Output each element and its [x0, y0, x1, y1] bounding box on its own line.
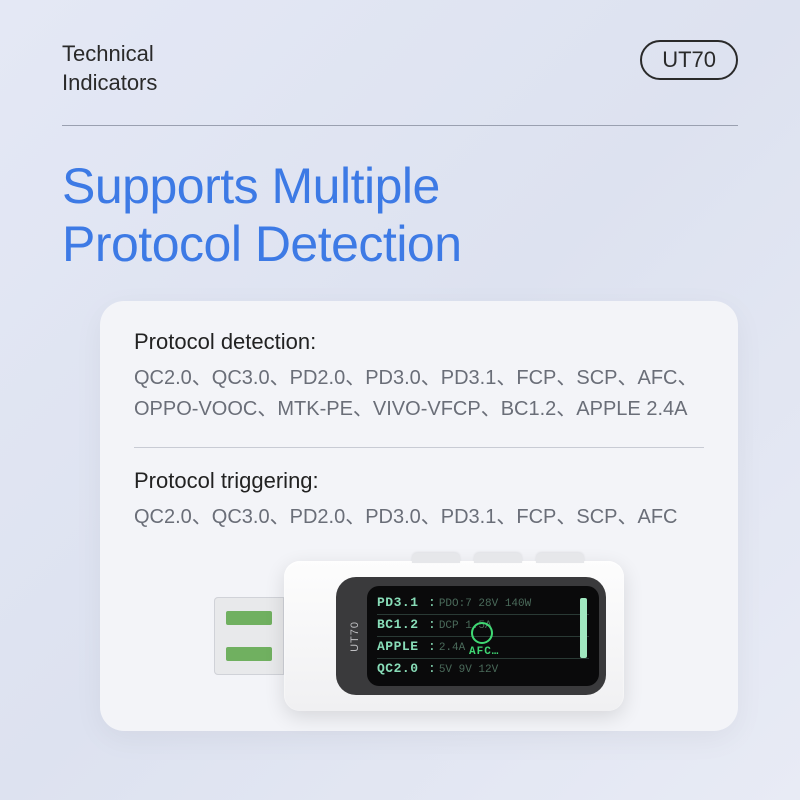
device-button [474, 553, 522, 563]
screen-cursor-icon [580, 598, 587, 658]
technical-indicators-label: Technical Indicators [62, 40, 157, 97]
device-top-buttons [412, 553, 584, 563]
header: Technical Indicators UT70 [0, 0, 800, 97]
device-button [412, 553, 460, 563]
screen-frame: UT70 PD3.1:PDO:7 28V 140W BC1.2:DCP 1.5A… [336, 577, 606, 695]
product-badge: UT70 [640, 40, 738, 80]
device-body: UT70 PD3.1:PDO:7 28V 140W BC1.2:DCP 1.5A… [284, 561, 624, 711]
device-illustration: UT70 PD3.1:PDO:7 28V 140W BC1.2:DCP 1.5A… [134, 561, 704, 711]
page-title: Supports Multiple Protocol Detection [0, 126, 800, 273]
label-line1: Technical [62, 40, 157, 69]
screen-row: QC2.0:5V 9V 12V [377, 658, 589, 680]
screen-afc-label: AFC… [469, 646, 499, 658]
screen-row: PD3.1:PDO:7 28V 140W [377, 593, 589, 614]
device-button [536, 553, 584, 563]
device-screen: PD3.1:PDO:7 28V 140W BC1.2:DCP 1.5A APPL… [367, 586, 599, 686]
detection-title: Protocol detection: [134, 329, 704, 355]
device-product-label: UT70 [349, 621, 361, 652]
triggering-body: QC2.0、QC3.0、PD2.0、PD3.0、PD3.1、FCP、SCP、AF… [134, 502, 704, 533]
label-line2: Indicators [62, 69, 157, 98]
card-divider [134, 447, 704, 448]
title-line1: Supports Multiple [62, 158, 738, 216]
detection-body: QC2.0、QC3.0、PD2.0、PD3.0、PD3.1、FCP、SCP、AF… [134, 363, 704, 425]
triggering-title: Protocol triggering: [134, 468, 704, 494]
usb-plug-icon [214, 597, 284, 675]
title-line2: Protocol Detection [62, 216, 738, 274]
protocol-card: Protocol detection: QC2.0、QC3.0、PD2.0、PD… [100, 301, 738, 731]
usb-tester-device: UT70 PD3.1:PDO:7 28V 140W BC1.2:DCP 1.5A… [214, 561, 624, 711]
